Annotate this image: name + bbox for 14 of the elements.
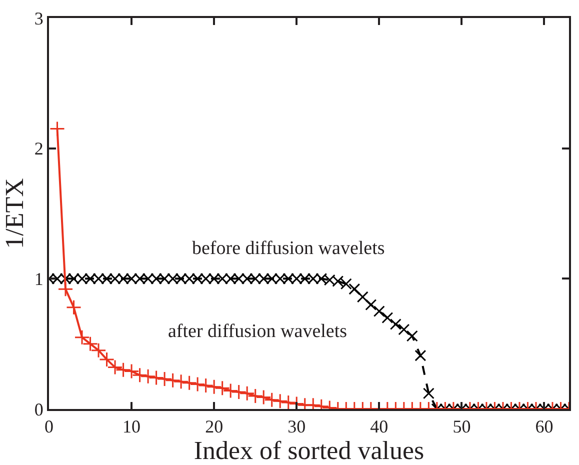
- y-axis-title: 1/ETX: [0, 178, 29, 249]
- x-tick-label: 60: [535, 416, 554, 437]
- y-tick-label: 0: [34, 399, 44, 420]
- y-tick-label: 3: [34, 8, 44, 28]
- x-tick-label: 50: [452, 416, 471, 437]
- x-tick-label: 10: [122, 416, 141, 437]
- y-tick-label: 2: [34, 138, 44, 159]
- x-axis-title: Index of sorted values: [194, 436, 424, 465]
- x-tick-label: 20: [205, 416, 224, 437]
- x-tick-label: 40: [370, 416, 388, 437]
- annotation: before diffusion wavelets: [192, 238, 385, 259]
- x-tick-label: 30: [288, 416, 306, 437]
- annotation: after diffusion wavelets: [168, 321, 348, 342]
- y-tick-label: 1: [34, 268, 44, 289]
